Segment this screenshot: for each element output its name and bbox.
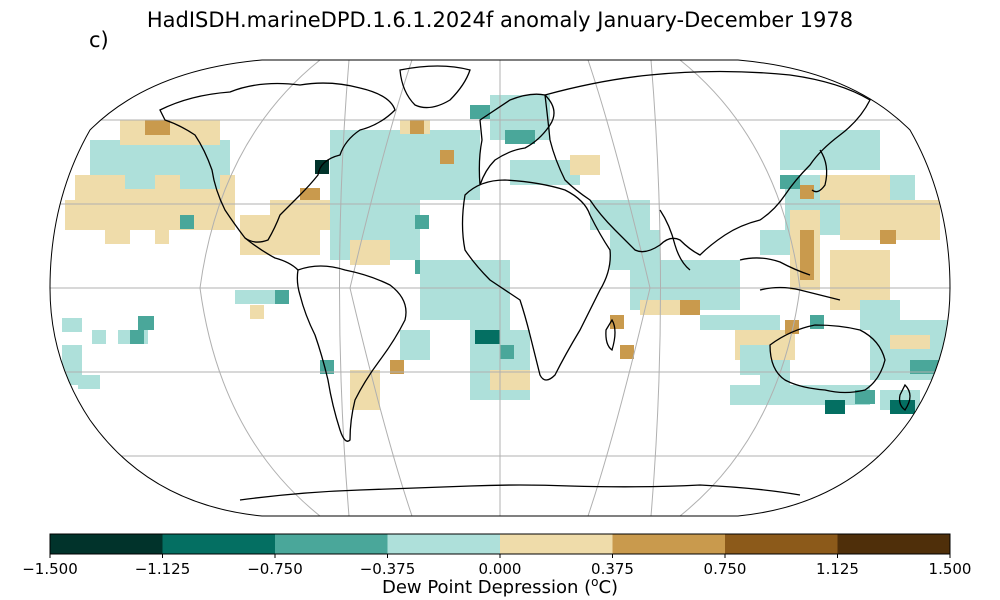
- map-frame: [49, 59, 951, 517]
- robinson-map: [49, 59, 951, 517]
- colorbar-segment: [500, 534, 613, 554]
- colorbar-tick-label: 1.500: [928, 560, 972, 578]
- colorbar-title: Dew Point Depression (oC): [0, 575, 1000, 598]
- colorbar-tick-label: −1.500: [22, 560, 78, 578]
- colorbar-tick-label: 1.125: [816, 560, 859, 578]
- colorbar-tick-label: −1.125: [134, 560, 191, 578]
- colorbar-tick-label: 0.750: [703, 560, 747, 578]
- colorbar-tick-label: 0.000: [478, 560, 522, 578]
- colorbar-segment: [837, 534, 951, 554]
- colorbar-title-sup: o: [591, 575, 599, 589]
- colorbar-segment: [725, 534, 838, 554]
- coastlines: [159, 65, 911, 501]
- colorbar-segment: [612, 534, 726, 554]
- map-title: HadISDH.marineDPD.1.6.1.2024f anomaly Ja…: [146, 8, 854, 32]
- colorbar-segment: [387, 534, 501, 554]
- colorbar-segment: [50, 534, 163, 554]
- colorbar-title-suffix: C): [598, 577, 619, 598]
- colorbar-frame: [49, 533, 951, 555]
- colorbar-segments: [50, 534, 951, 554]
- graticule: [50, 60, 950, 516]
- colorbar-segment: [275, 534, 388, 554]
- colorbar-tick-label: −0.375: [359, 560, 416, 578]
- colorbar-ticks: [49, 554, 951, 558]
- colorbar-tick-label: 0.375: [591, 560, 634, 578]
- colorbar-tick-label: −0.750: [247, 560, 303, 578]
- colorbar-segment: [162, 534, 276, 554]
- colorbar-title-prefix: Dew Point Depression (: [381, 577, 592, 598]
- panel-label: c): [89, 28, 109, 52]
